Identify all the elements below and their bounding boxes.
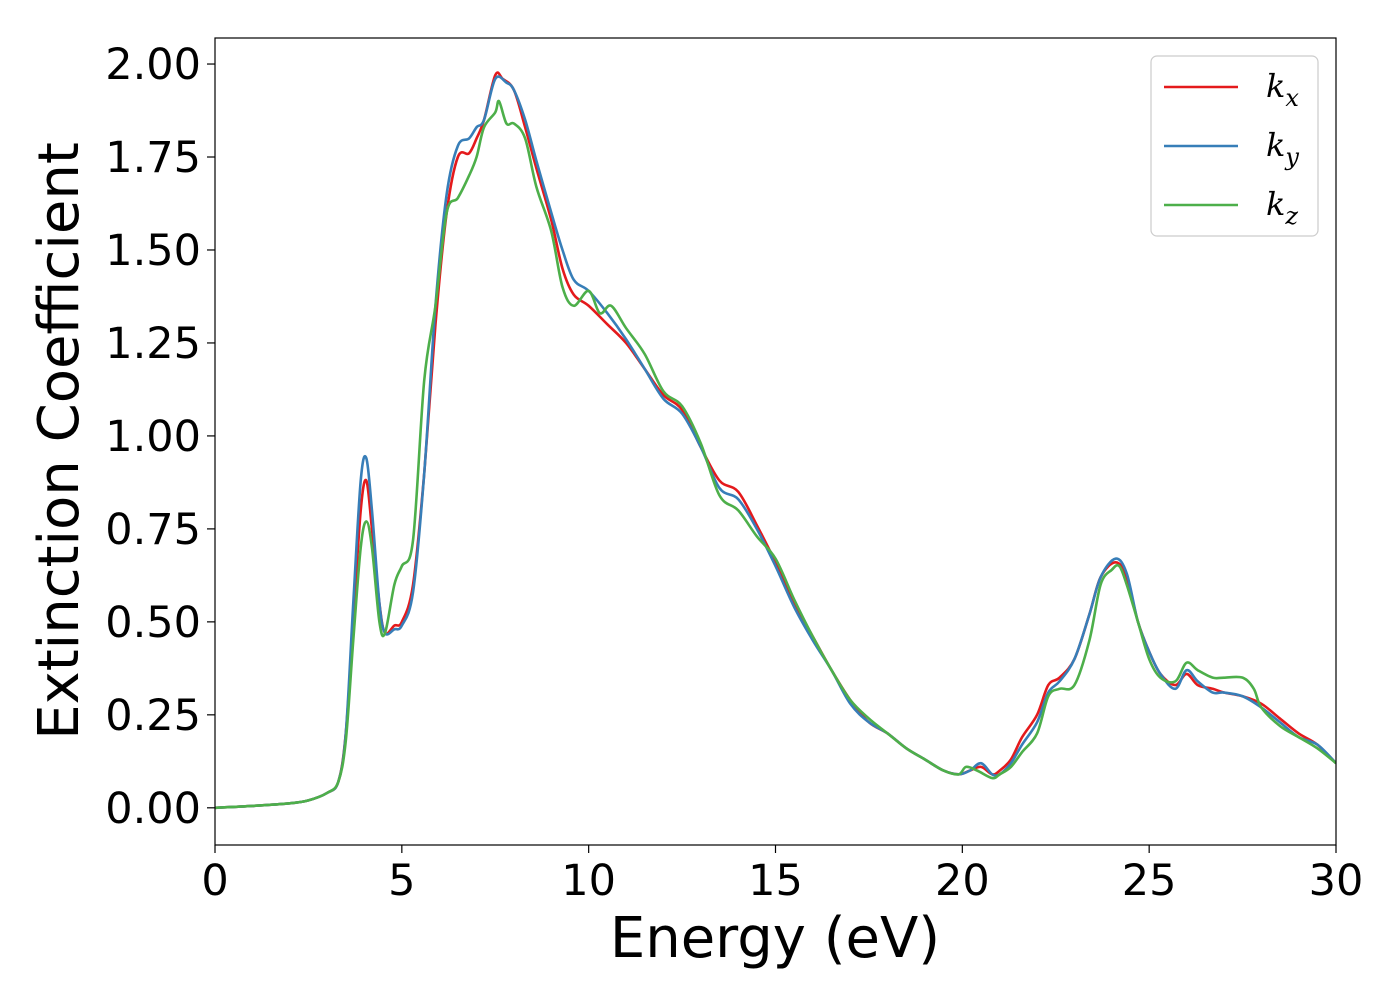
series-layer: [215, 71, 1336, 810]
x-tick-label: 5: [388, 856, 415, 906]
y-tick-label: 1.75: [105, 133, 201, 183]
series-line-y: [215, 75, 1336, 810]
y-tick-label: 0.75: [105, 505, 201, 555]
y-tick-label: 0.50: [105, 598, 201, 648]
legend-label-y: ky: [1266, 126, 1299, 171]
y-tick-label: 0.00: [105, 784, 201, 834]
x-tick-label: 30: [1309, 856, 1364, 906]
legend-label-x: kx: [1266, 67, 1299, 112]
legend-label-z: kz: [1266, 185, 1298, 230]
y-tick-label: 0.25: [105, 691, 201, 741]
y-axis-title: Extinction Coefficient: [27, 142, 92, 740]
x-tick-label: 10: [561, 856, 616, 906]
y-tick-label: 1.00: [105, 412, 201, 462]
y-tick-label: 1.25: [105, 319, 201, 369]
y-tick-label: 2.00: [105, 40, 201, 90]
legend: kx ky kz: [1150, 55, 1319, 237]
series-line-z: [215, 99, 1336, 810]
y-tick-label: 1.50: [105, 226, 201, 276]
x-axis: 0 5 10 15 20 25 30: [201, 845, 1363, 906]
x-tick-label: 15: [748, 856, 803, 906]
x-tick-label: 25: [1122, 856, 1177, 906]
y-axis: 0.00 0.25 0.50 0.75 1.00 1.25 1.50 1.75 2.00: [105, 40, 215, 834]
x-axis-title: Energy (eV): [610, 906, 940, 971]
x-tick-label: 20: [935, 856, 990, 906]
x-tick-label: 0: [201, 856, 228, 906]
